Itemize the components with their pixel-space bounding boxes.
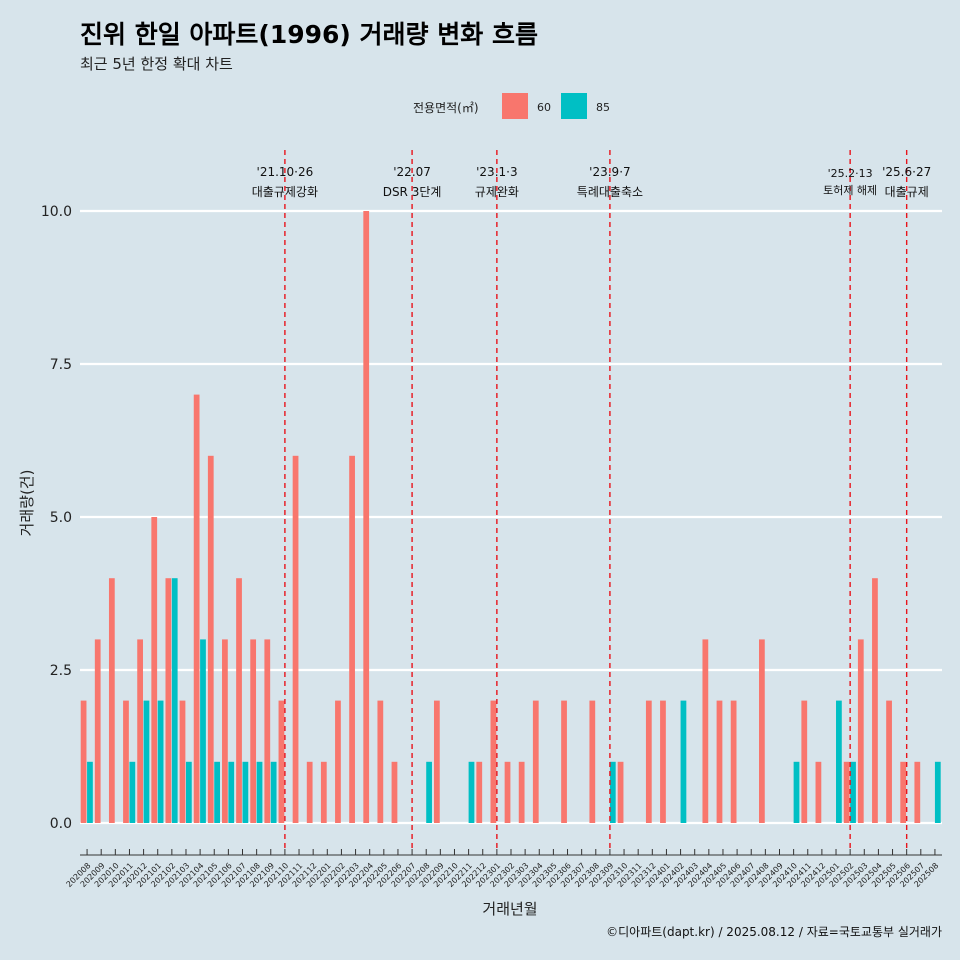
event-date: '21.10·26 — [257, 165, 314, 179]
bar-60-202310 — [617, 761, 624, 823]
event-label: 대출규제 — [885, 185, 929, 199]
bar-60-202405 — [716, 700, 723, 823]
event-markers: '21.10·26 대출규제강화 '22.07 DSR 3단계 '23.1·3 규제완화 '… — [252, 150, 931, 852]
y-tick-label: 0.0 — [50, 816, 72, 832]
event-date: '22.07 — [393, 165, 431, 179]
bar-60-202105 — [207, 455, 214, 823]
event-date: '25.2·13 — [828, 167, 873, 180]
legend-swatch-60 — [502, 93, 528, 119]
bar-85-202410 — [793, 761, 800, 823]
event-date: '23.9·7 — [589, 165, 630, 179]
event-label: 토허제 해제 — [823, 183, 877, 197]
bar-60-202111 — [292, 455, 299, 823]
y-tick-label: 2.5 — [50, 663, 72, 679]
bar-60-202308 — [589, 700, 596, 823]
bar-60-202107 — [236, 578, 242, 823]
legend-label-60: 60 — [537, 101, 551, 114]
bar-60-202412 — [815, 761, 822, 823]
bar-60-202504 — [872, 578, 878, 823]
bar-85-202107 — [242, 761, 249, 823]
bars — [80, 211, 941, 823]
y-axis-title: 거래량(건) — [18, 470, 36, 537]
bar-60-202110 — [278, 700, 285, 823]
y-tick-label: 5.0 — [50, 510, 72, 526]
bar-85-202501 — [836, 700, 842, 823]
bar-60-202008 — [80, 700, 87, 823]
bar-60-202202 — [335, 700, 341, 823]
bar-85-202102 — [171, 578, 178, 823]
bar-60-202506 — [900, 761, 907, 823]
bar-85-202211 — [468, 761, 475, 823]
chart-subtitle: 최근 5년 한정 확대 차트 — [80, 55, 233, 73]
bar-85-202309 — [609, 761, 616, 823]
bar-60-202201 — [320, 761, 327, 823]
bar-60-202507 — [914, 761, 921, 823]
bar-60-202502 — [843, 761, 850, 823]
bar-85-202104 — [200, 639, 206, 823]
bar-60-202204 — [363, 211, 370, 823]
bar-60-202312 — [645, 700, 652, 823]
bar-60-202411 — [801, 700, 808, 823]
legend: 전용면적(㎡) 60 85 — [413, 93, 610, 119]
bar-60-202102 — [165, 578, 172, 823]
bar-85-202208 — [426, 761, 432, 823]
bar-60-202012 — [137, 639, 143, 823]
bar-60-202303 — [518, 761, 525, 823]
legend-title: 전용면적(㎡) — [413, 101, 479, 115]
bar-85-202012 — [143, 700, 150, 823]
bar-85-202109 — [270, 761, 277, 823]
bar-60-202206 — [391, 761, 398, 823]
bar-60-202304 — [532, 700, 539, 823]
y-tick-label: 10.0 — [41, 204, 72, 220]
bar-60-202503 — [857, 639, 864, 823]
bar-60-202106 — [222, 639, 228, 823]
bar-60-202505 — [886, 700, 892, 823]
bar-60-202103 — [179, 700, 186, 823]
bar-85-202011 — [129, 761, 136, 823]
bar-60-202205 — [377, 700, 384, 823]
bar-60-202109 — [264, 639, 271, 823]
event-label: DSR 3단계 — [383, 185, 442, 199]
bar-85-202502 — [850, 761, 856, 823]
bar-60-202104 — [193, 394, 200, 823]
chart-title: 진위 한일 아파트(1996) 거래량 변화 흐름 — [80, 20, 538, 49]
bar-85-202103 — [185, 761, 192, 823]
bar-60-202302 — [504, 761, 511, 823]
event-label: 규제완화 — [475, 185, 519, 199]
bar-85-202106 — [228, 761, 235, 823]
bar-85-202101 — [157, 700, 164, 823]
x-axis: 2020082020092020102020112020122021012021… — [65, 849, 942, 889]
bar-60-202306 — [561, 700, 567, 823]
bar-60-202011 — [123, 700, 129, 823]
bar-85-202508 — [934, 761, 941, 823]
event-date: '25.6·27 — [882, 165, 931, 179]
y-tick-label: 7.5 — [50, 357, 72, 373]
bar-85-202105 — [214, 761, 221, 823]
bar-85-202402 — [680, 700, 687, 823]
legend-label-85: 85 — [596, 101, 610, 114]
legend-swatch-85 — [561, 93, 587, 119]
x-axis-title: 거래년월 — [482, 900, 537, 918]
bar-60-202112 — [306, 761, 313, 823]
bar-85-202108 — [256, 761, 263, 823]
bar-60-202009 — [94, 639, 101, 823]
bar-60-202404 — [702, 639, 709, 823]
bar-60-202408 — [759, 639, 765, 823]
caption: ©디아파트(dapt.kr) / 2025.08.12 / 자료=국토교통부 실… — [606, 925, 942, 939]
y-axis: 0.0 2.5 5.0 7.5 10.0 — [41, 204, 72, 832]
event-label: 특례대출축소 — [577, 185, 643, 199]
bar-60-202401 — [660, 700, 666, 823]
bar-60-202010 — [108, 578, 115, 823]
bar-60-202301 — [490, 700, 497, 823]
bar-60-202406 — [730, 700, 737, 823]
bar-60-202203 — [349, 455, 355, 823]
bar-60-202212 — [476, 761, 483, 823]
bar-60-202209 — [433, 700, 440, 823]
event-label: 대출규제강화 — [252, 185, 318, 199]
bar-60-202101 — [151, 517, 158, 823]
bar-85-202008 — [87, 761, 93, 823]
event-date: '23.1·3 — [476, 165, 517, 179]
bar-60-202108 — [250, 639, 257, 823]
